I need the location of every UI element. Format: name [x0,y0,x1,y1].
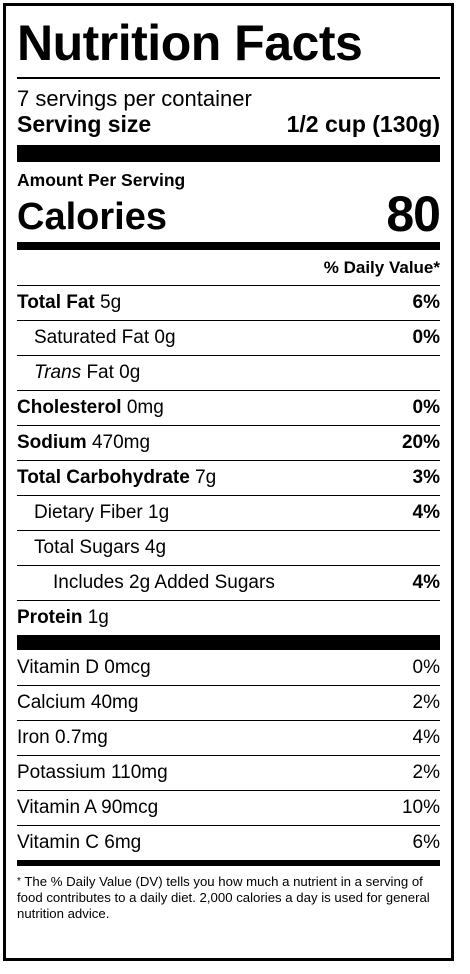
nutrient-row-total-carbohydrate: Total Carbohydrate 7g 3% [17,460,440,495]
vitamin-name: Calcium 40mg [17,692,139,713]
label-title: Nutrition Facts [17,15,363,71]
nutrient-row-added-sugars: Includes 2g Added Sugars 4% [17,565,440,600]
nutrient-amount: 5g [100,292,122,313]
vitamin-row-vitamin-d: Vitamin D 0mcg 0% [17,650,440,685]
nutrient-row-saturated-fat: Saturated Fat 0g 0% [17,320,440,355]
calories-label: Calories [17,196,167,238]
vitamin-dv: 2% [412,692,440,713]
nutrient-amount: 1g [87,607,109,628]
vitamin-name: Vitamin D 0mcg [17,656,151,678]
footnote-star: * [17,876,21,887]
calories-value: 80 [386,186,441,242]
nutrition-facts-label: Nutrition Facts 7 servings per container… [3,3,454,961]
vitamin-name: Vitamin C 6mg [17,832,142,853]
nutrient-amount: 7g [195,467,217,488]
amount-per-serving: Amount Per Serving [17,170,186,190]
daily-value-header: % Daily Value* [323,258,440,277]
vitamin-name: Vitamin A 90mcg [17,797,159,818]
vitamin-row-iron: Iron 0.7mg 4% [17,720,440,755]
nutrient-dv: 0% [412,327,440,348]
vitamin-row-vitamin-c: Vitamin C 6mg 6% [17,825,440,860]
nutrient-dv: 4% [412,572,440,593]
vitamin-name: Iron 0.7mg [17,727,108,748]
title-divider [17,77,440,79]
vitamin-dv: 6% [412,832,440,853]
nutrient-row-total-sugars: Total Sugars 4g [17,530,440,565]
vitamin-row-vitamin-a: Vitamin A 90mcg 10% [17,790,440,825]
nutrient-amount: 470mg [91,432,151,453]
nutrient-row-protein: Protein 1g [17,600,440,635]
nutrient-dv: 4% [412,502,440,523]
medium-divider-footnote [17,860,440,866]
vitamin-name: Potassium 110mg [17,762,168,783]
nutrient-name: Cholesterol [17,397,122,418]
footnote-text: The % Daily Value (DV) tells you how muc… [17,874,430,921]
thick-divider [17,145,440,162]
vitamin-dv: 4% [412,727,440,748]
nutrient-name: Total Carbohydrate [17,467,190,488]
nutrient-row-trans-fat: Trans Fat 0g [17,355,440,390]
vitamin-row-potassium: Potassium 110mg 2% [17,755,440,790]
nutrient-name: Total Fat [17,292,95,313]
nutrient-name: Fat 0g [81,362,141,383]
footnote: * The % Daily Value (DV) tells you how m… [17,866,440,922]
serving-size-row: Serving size 1/2 cup (130g) [17,111,440,137]
nutrient-name: Saturated Fat 0g [34,327,176,348]
trans-italic: Trans [34,362,82,383]
vitamin-dv: 10% [401,797,440,818]
calories-row: Calories 80 [17,186,441,242]
nutrient-dv: 3% [412,467,440,488]
nutrient-row-sodium: Sodium 470mg 20% [17,425,440,460]
nutrient-dv: 0% [412,397,440,418]
vitamin-dv: 2% [412,762,440,783]
nutrient-amount: 0mg [126,397,164,418]
nutrient-row-dietary-fiber: Dietary Fiber 1g 4% [17,495,440,530]
nutrient-dv: 20% [401,432,440,453]
servings-per-container: 7 servings per container [17,86,252,111]
nutrient-name: Protein [17,607,83,628]
nutrient-row-cholesterol: Cholesterol 0mg 0% [17,390,440,425]
vitamin-row-calcium: Calcium 40mg 2% [17,685,440,720]
nutrient-name: Sodium [17,432,87,453]
nutrient-name: Includes 2g Added Sugars [53,572,275,593]
thick-divider-vitamins [17,635,440,650]
vitamin-dv: 0% [412,656,440,678]
nutrient-name: Total Sugars 4g [34,537,167,558]
serving-size-value: 1/2 cup (130g) [286,111,440,137]
medium-divider [17,242,440,250]
nutrient-row-total-fat: Total Fat 5g 6% [17,285,440,320]
nutrient-dv: 6% [412,292,440,313]
serving-size-label: Serving size [17,111,152,137]
nutrient-name: Dietary Fiber 1g [34,502,170,523]
